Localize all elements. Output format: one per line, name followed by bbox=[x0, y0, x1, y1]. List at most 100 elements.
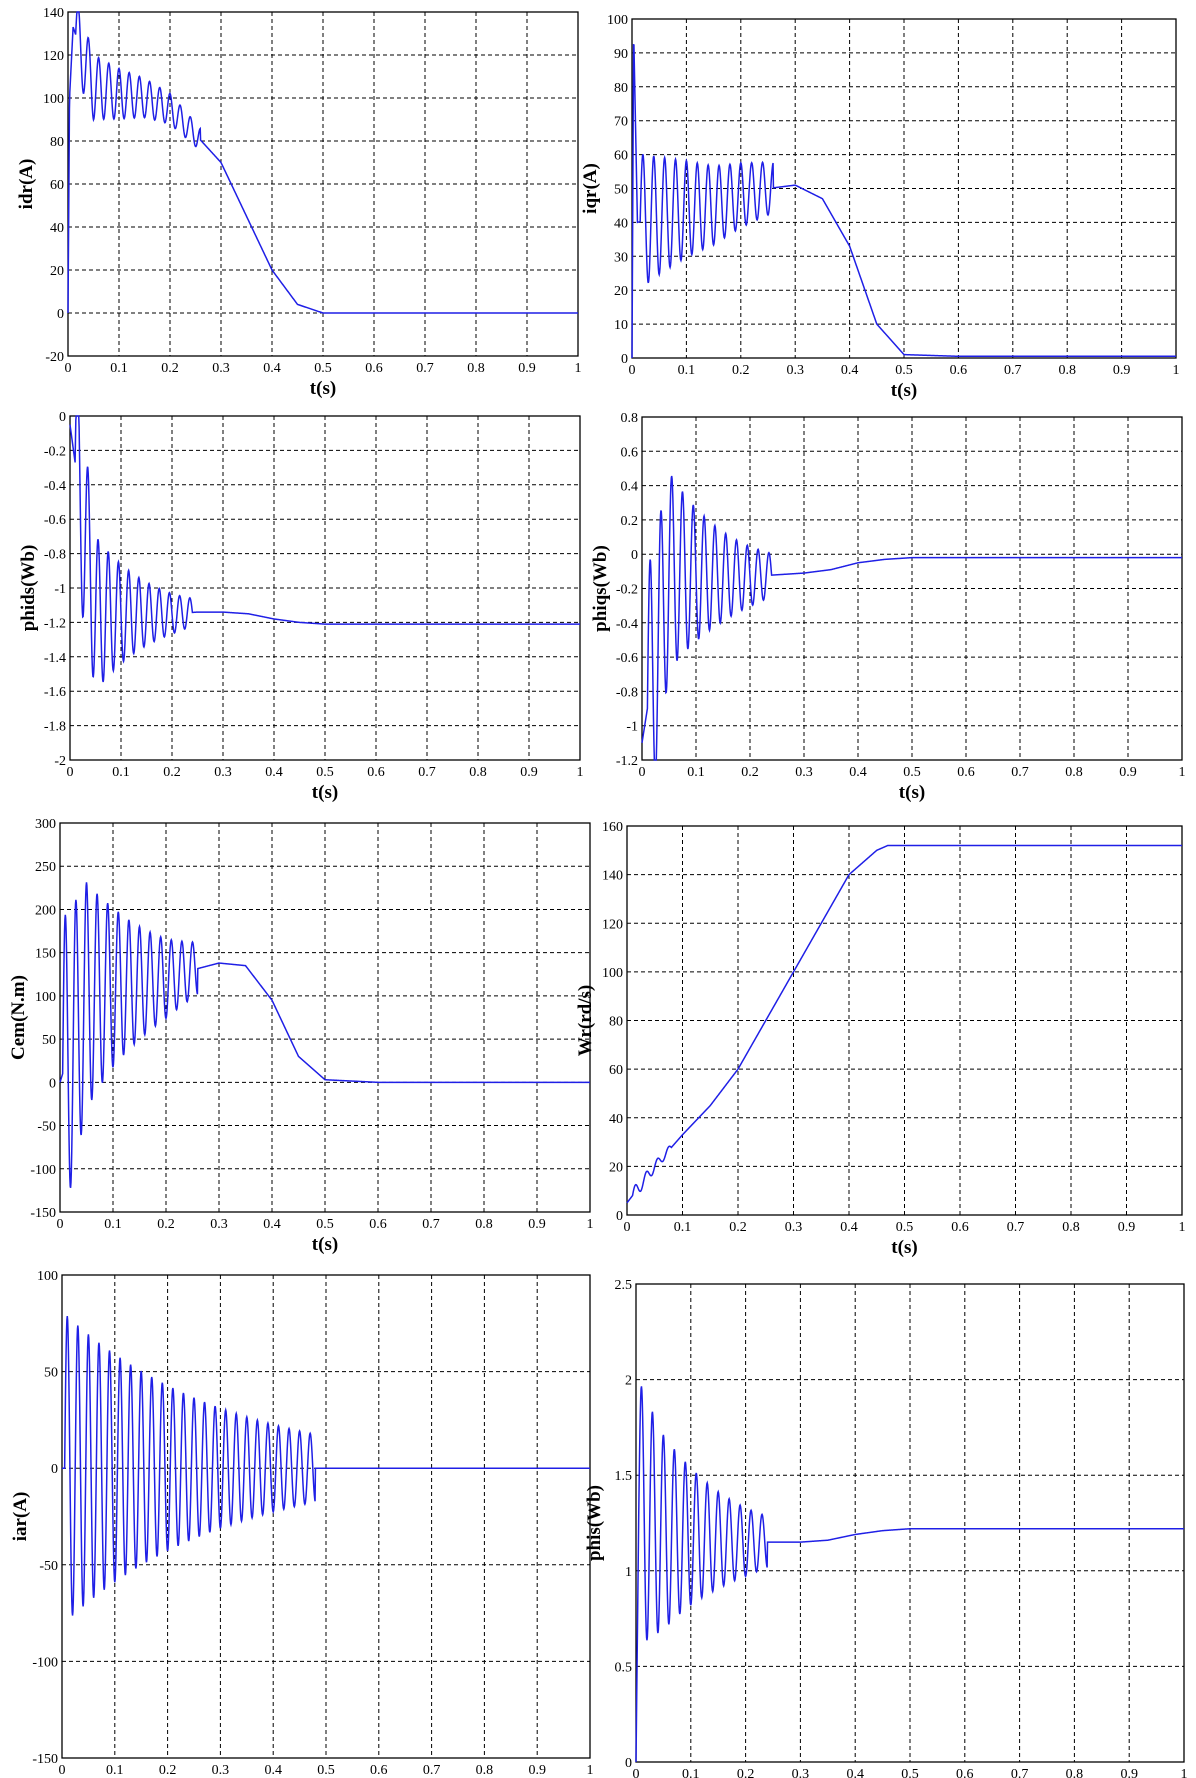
y-tick-label: 20 bbox=[609, 1160, 623, 1175]
x-tick-label: 0.4 bbox=[840, 1220, 858, 1235]
y-axis-label: Wr(rd/s) bbox=[575, 985, 596, 1056]
x-tick-label: 0.5 bbox=[316, 765, 334, 780]
y-tick-label: 40 bbox=[614, 216, 628, 231]
x-tick-label: 0.1 bbox=[674, 1220, 692, 1235]
y-tick-label: -0.2 bbox=[44, 444, 66, 459]
series-line-phids(Wb) bbox=[69, 415, 580, 683]
x-tick-label: 1 bbox=[587, 1217, 594, 1232]
y-tick-label: 50 bbox=[44, 1366, 58, 1381]
x-tick-label: 0.3 bbox=[792, 1767, 810, 1778]
series-line-idr(A) bbox=[67, 11, 578, 314]
chart-panel-phiqs(Wb): 0 0.1 0.2 0.3 0.4 0.5 0.6 0.7 0.8 0.9 1 -1.2 -1 -0.8 -… bbox=[590, 411, 1186, 803]
y-axis-label: idr(A) bbox=[16, 159, 37, 210]
y-tick-label: -1 bbox=[626, 720, 638, 735]
y-tick-label: -100 bbox=[32, 1655, 58, 1670]
x-axis-label: t(s) bbox=[310, 378, 336, 399]
y-tick-label: 200 bbox=[35, 903, 56, 918]
x-tick-label: 0.8 bbox=[476, 1763, 494, 1778]
y-tick-label: -1.4 bbox=[44, 651, 66, 666]
x-tick-label: 0.9 bbox=[528, 1763, 546, 1778]
y-tick-label: 20 bbox=[614, 284, 628, 299]
y-tick-label: 140 bbox=[602, 869, 623, 884]
x-tick-label: 0.6 bbox=[957, 765, 975, 780]
y-tick-label: 60 bbox=[614, 149, 628, 164]
x-tick-label: 0.9 bbox=[528, 1217, 546, 1232]
x-tick-label: 0 bbox=[639, 765, 646, 780]
chart-panel-phids(Wb): 0 0.1 0.2 0.3 0.4 0.5 0.6 0.7 0.8 0.9 1 -2 -1.8 -1.6 -… bbox=[18, 410, 584, 803]
x-tick-label: 0.8 bbox=[469, 765, 487, 780]
x-tick-label: 0.8 bbox=[1062, 1220, 1080, 1235]
y-tick-label: 100 bbox=[607, 13, 628, 28]
y-tick-label: 90 bbox=[614, 47, 628, 62]
x-tick-label: 0.7 bbox=[1004, 363, 1022, 378]
x-tick-label: 0.5 bbox=[896, 1220, 914, 1235]
y-tick-label: -150 bbox=[30, 1206, 56, 1221]
y-tick-label: 60 bbox=[609, 1063, 623, 1078]
x-tick-label: 0.6 bbox=[956, 1767, 974, 1778]
x-tick-label: 0.9 bbox=[1118, 1220, 1136, 1235]
series-line-Wr(rd/s) bbox=[626, 844, 1182, 1204]
y-tick-label: 40 bbox=[609, 1112, 623, 1127]
x-tick-label: 0.1 bbox=[106, 1763, 124, 1778]
x-tick-label: 0.7 bbox=[418, 765, 436, 780]
x-tick-label: 0 bbox=[59, 1763, 66, 1778]
x-tick-label: 0.6 bbox=[369, 1217, 387, 1232]
x-tick-label: 1 bbox=[1173, 363, 1180, 378]
x-tick-label: 0.5 bbox=[895, 363, 913, 378]
y-tick-label: 70 bbox=[614, 115, 628, 130]
y-tick-label: 0.8 bbox=[621, 411, 639, 426]
x-tick-label: 0.9 bbox=[1113, 363, 1131, 378]
y-tick-label: -2 bbox=[54, 754, 66, 769]
x-tick-label: 0.4 bbox=[841, 363, 859, 378]
x-tick-label: 0.3 bbox=[214, 765, 232, 780]
x-tick-label: 0 bbox=[65, 361, 72, 376]
y-tick-label: 1 bbox=[625, 1565, 632, 1580]
x-tick-label: 0.6 bbox=[367, 765, 385, 780]
x-tick-label: 0.4 bbox=[264, 1763, 282, 1778]
series-line-Cem(N.m) bbox=[59, 882, 590, 1189]
y-tick-label: 300 bbox=[35, 817, 56, 832]
x-tick-label: 0.5 bbox=[316, 1217, 334, 1232]
y-tick-label: -1.2 bbox=[44, 616, 66, 631]
y-tick-label: -1.8 bbox=[44, 720, 66, 735]
y-tick-label: -0.4 bbox=[44, 479, 66, 494]
y-tick-label: 20 bbox=[50, 264, 64, 279]
y-tick-label: 0 bbox=[621, 352, 628, 367]
x-axis-label: t(s) bbox=[312, 782, 338, 803]
x-axis-label: t(s) bbox=[891, 380, 917, 401]
y-tick-label: 80 bbox=[50, 135, 64, 150]
x-tick-label: 0.6 bbox=[951, 1220, 969, 1235]
y-tick-label: 0.5 bbox=[615, 1660, 633, 1675]
y-tick-label: 60 bbox=[50, 178, 64, 193]
y-tick-label: -20 bbox=[45, 350, 64, 365]
x-tick-label: 0.2 bbox=[163, 765, 181, 780]
chart-panel-Wr(rd/s): 0 0.1 0.2 0.3 0.4 0.5 0.6 0.7 0.8 0.9 1 0 20 40 60 80 10… bbox=[575, 820, 1186, 1258]
x-tick-label: 0.5 bbox=[903, 765, 921, 780]
y-axis-label: iar(A) bbox=[10, 1492, 31, 1542]
y-tick-label: -0.8 bbox=[44, 548, 66, 563]
y-tick-label: 2.5 bbox=[615, 1278, 633, 1293]
series-line-iar(A) bbox=[62, 1316, 590, 1616]
y-tick-label: -50 bbox=[37, 1120, 56, 1135]
x-tick-label: 1 bbox=[577, 765, 584, 780]
x-tick-label: 0.4 bbox=[263, 1217, 281, 1232]
x-tick-label: 0.4 bbox=[265, 765, 283, 780]
y-tick-label: 0 bbox=[51, 1462, 58, 1477]
series-line-phiqs(Wb) bbox=[641, 475, 1182, 761]
y-tick-label: -0.8 bbox=[616, 685, 638, 700]
y-tick-label: 0.6 bbox=[621, 445, 639, 460]
x-tick-label: 1 bbox=[1179, 765, 1186, 780]
y-tick-label: -0.6 bbox=[616, 651, 638, 666]
x-tick-label: 0 bbox=[67, 765, 74, 780]
y-tick-label: -100 bbox=[30, 1163, 56, 1178]
y-tick-label: 140 bbox=[43, 6, 64, 21]
y-tick-label: 100 bbox=[602, 966, 623, 981]
x-tick-label: 1 bbox=[1179, 1220, 1186, 1235]
y-tick-label: 150 bbox=[35, 947, 56, 962]
x-tick-label: 0.1 bbox=[682, 1767, 700, 1778]
x-tick-label: 0 bbox=[633, 1767, 640, 1778]
x-tick-label: 0 bbox=[624, 1220, 631, 1235]
y-tick-label: 0 bbox=[631, 548, 638, 563]
x-tick-label: 0.2 bbox=[732, 363, 750, 378]
x-tick-label: 0.6 bbox=[950, 363, 968, 378]
